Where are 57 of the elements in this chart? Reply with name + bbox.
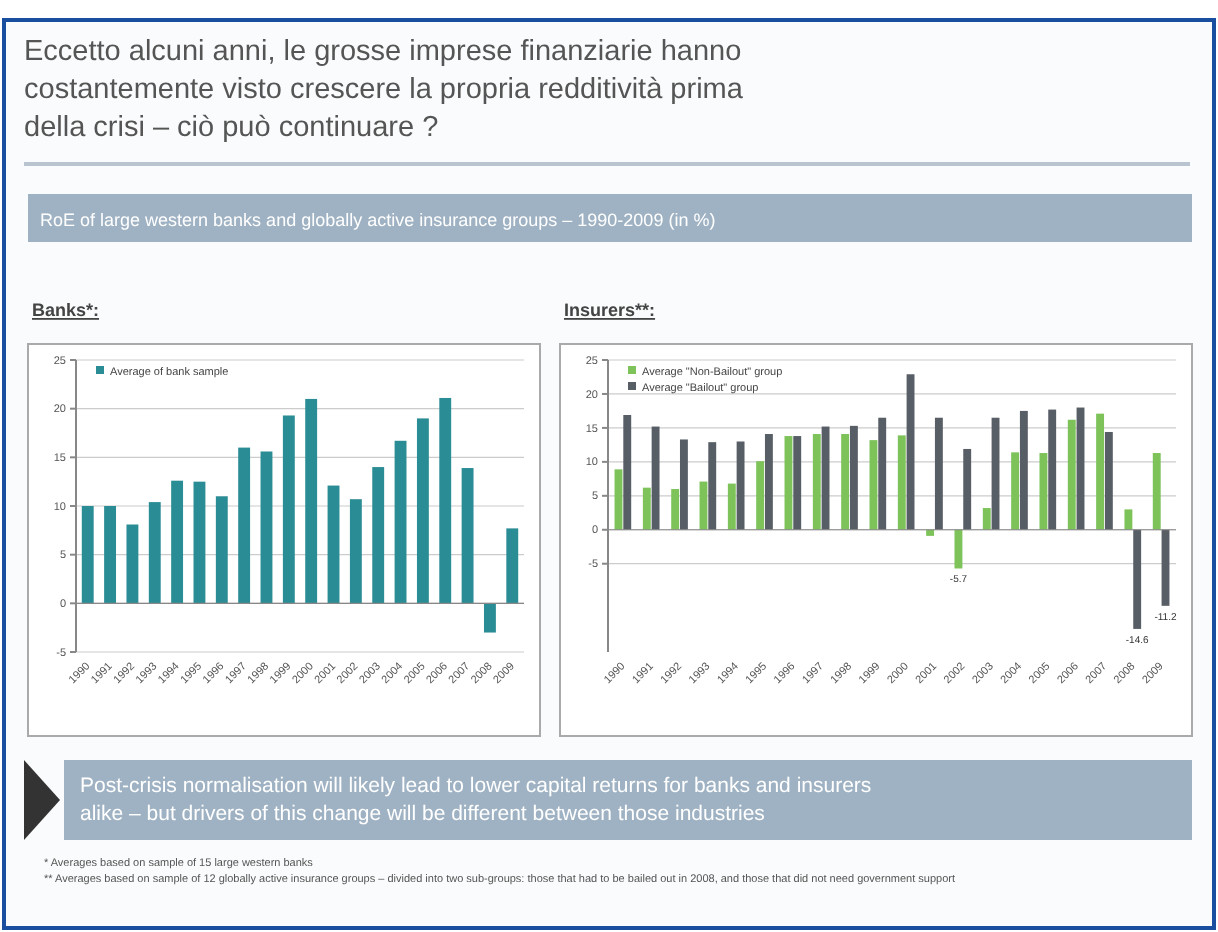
bar: [756, 461, 765, 530]
bar: [126, 524, 139, 604]
bar: [349, 499, 362, 604]
bar: [1011, 452, 1020, 530]
bar: [148, 502, 161, 604]
bar: [764, 434, 773, 530]
bar: [193, 481, 206, 604]
bar: [849, 425, 858, 530]
bar: [878, 417, 887, 530]
bar: [727, 483, 736, 530]
bar: [1048, 409, 1057, 530]
bar: [1104, 431, 1113, 530]
text: Eccetto alcuni anni, le grosse imprese finanziarie hanno costantemente visto crescere la propria redditività prima della crisi – ciò può continuare ?: [24, 36, 745, 144]
bar: [104, 506, 117, 604]
bar: [651, 426, 660, 530]
bar: [821, 426, 830, 530]
heading-banner: RoE of large western banks and globally active insurance groups – 1990-2009 (in %): [28, 194, 1192, 242]
bar: [671, 489, 680, 530]
bar: [171, 480, 184, 604]
bar: [394, 440, 407, 604]
bar: [260, 451, 273, 604]
bar: [934, 417, 943, 530]
bar: [1124, 509, 1133, 530]
bar: [623, 415, 632, 530]
bar: [982, 508, 991, 530]
bar: [736, 441, 745, 530]
bar: [372, 467, 385, 604]
bar: [1019, 410, 1028, 530]
bar: [506, 528, 519, 604]
bar: [81, 506, 94, 604]
bar: [483, 603, 496, 633]
bar: [439, 397, 452, 604]
bar: [963, 448, 972, 530]
bar: [305, 398, 318, 604]
chart-title: Banks*:: [32, 300, 100, 320]
bar: [679, 439, 688, 530]
bar: [954, 529, 963, 569]
bar: [1096, 413, 1105, 530]
bar: [812, 434, 821, 530]
bar: [1039, 453, 1048, 530]
bar: [642, 487, 651, 530]
bar: [215, 496, 228, 604]
bar: [1133, 529, 1142, 629]
text: Post-crisis normalisation will likely lead to lower capital returns for banks and insurers alike – but drivers of this change will be different between those industries: [80, 774, 872, 826]
bar: [1152, 453, 1161, 530]
bar: [708, 442, 717, 530]
bar: [1067, 419, 1076, 530]
bar: [282, 415, 295, 604]
bar: [926, 529, 935, 536]
bar: [461, 468, 474, 604]
bar: [897, 435, 906, 530]
bar: [238, 447, 251, 604]
bar: [416, 418, 429, 604]
bar: [793, 436, 802, 530]
chart-title: Insurers**:: [564, 300, 656, 320]
bar: [327, 485, 340, 604]
bar: [841, 434, 850, 530]
